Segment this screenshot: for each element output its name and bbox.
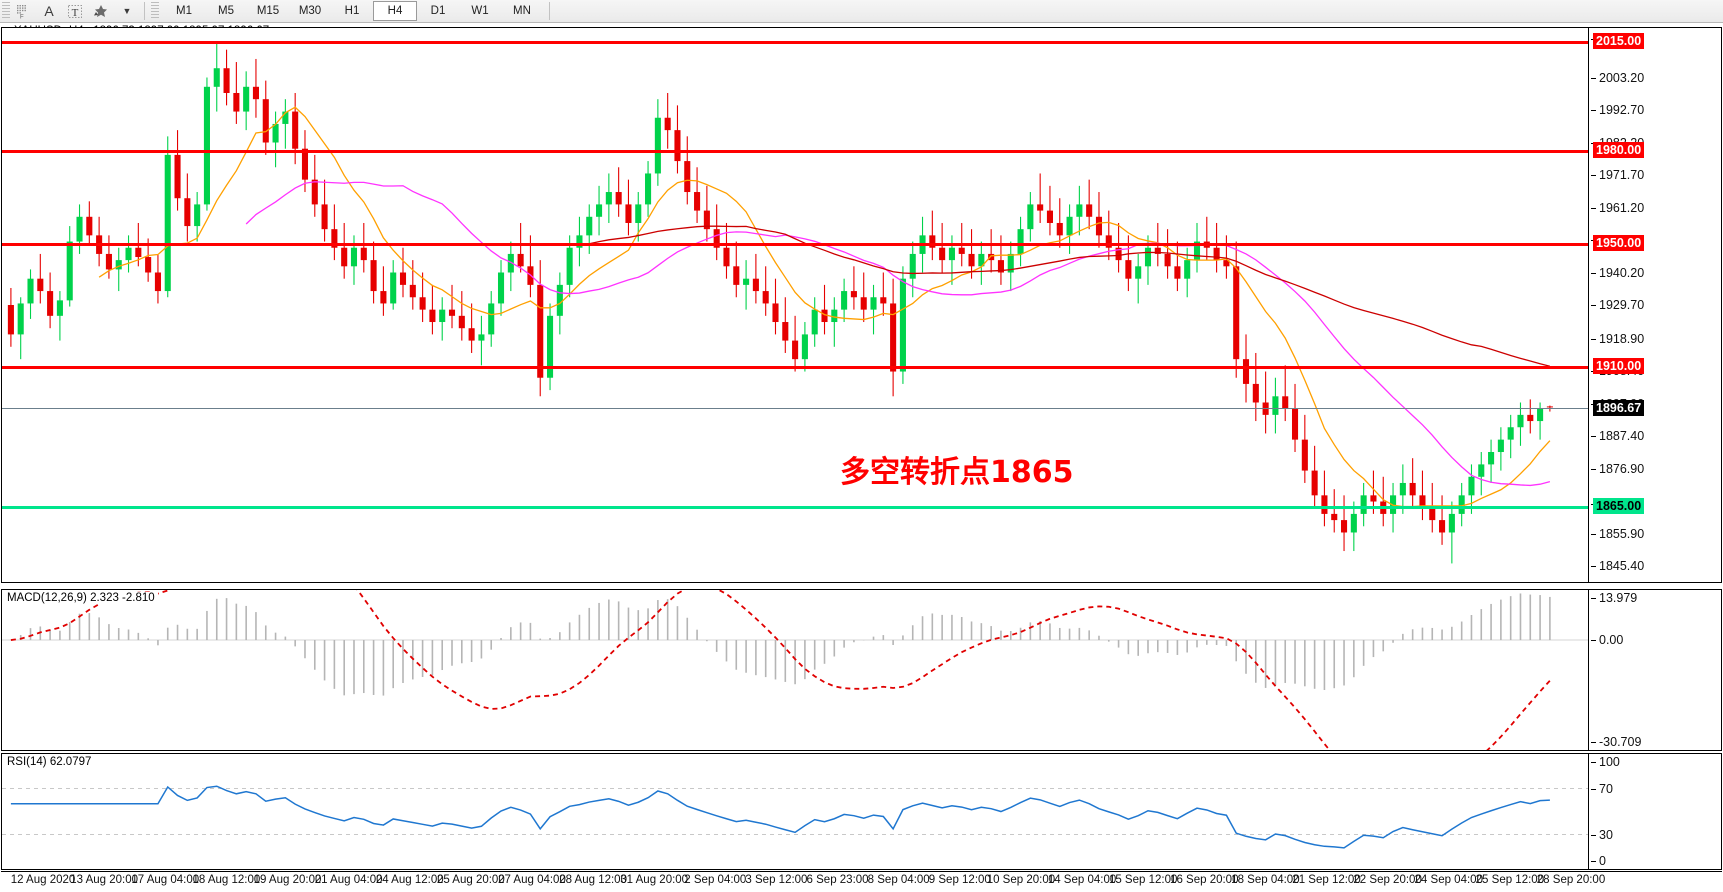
macd-axis[interactable]: 13.979 0.00 -30.709 [1588,590,1721,750]
price-tick: 1876.90 [1591,462,1644,476]
price-tick: 1845.40 [1591,559,1644,573]
time-label: 18 Sep 04:00 [1231,874,1300,886]
macd-tick: 13.979 [1591,591,1637,605]
toolbar-divider-2 [549,2,550,20]
toolbar: F A T ▼ M1 M5 M15 M30 H1 H4 D1 W1 MN [0,0,1723,23]
level-tag-1980.00: 1980.00 [1593,141,1645,158]
rsi-plot-area[interactable] [2,754,1590,869]
level-line-1950.00[interactable] [2,242,1590,246]
grip-handle-icon[interactable] [2,2,10,20]
time-label: 6 Sep 23:00 [806,874,869,886]
rsi-axis[interactable]: 100 70 30 0 [1588,754,1721,869]
time-label: 24 Sep 04:00 [1414,874,1483,886]
time-label: 21 Sep 12:00 [1292,874,1361,886]
time-axis[interactable]: 12 Aug 2020 13 Aug 20:00 17 Aug 04:00 18 Au… [1,871,1722,891]
level-line-1865.00[interactable] [2,505,1590,509]
time-label: 12 Aug 2020 [10,874,76,886]
rsi-tick: 0 [1591,854,1606,868]
price-series-svg [7,43,1553,564]
font-a-icon[interactable]: A [44,3,54,19]
price-tick: 1887.40 [1591,429,1644,443]
timeframe-m30[interactable]: M30 [298,5,322,17]
macd-tick: -30.709 [1591,735,1641,749]
svg-text:T: T [72,7,79,19]
time-label: 28 Sep 20:00 [1536,874,1606,886]
time-label: 22 Sep 20:00 [1353,874,1422,886]
svg-text:F: F [20,14,24,19]
macd-tick: 0.00 [1591,633,1623,647]
time-label: 14 Sep 04:00 [1047,874,1117,886]
timeframe-m5[interactable]: M5 [218,5,234,17]
price-tick: 1929.70 [1591,298,1644,312]
macd-plot-area[interactable] [2,590,1590,750]
timeframe-m1[interactable]: M1 [176,5,192,17]
ma-line-2 [589,225,1551,367]
macd-panel[interactable]: MACD(12,26,9) 2.323 -2.810 13.979 0.00 -30… [1,589,1722,751]
crosshair-f-icon[interactable]: F [10,1,36,21]
time-label: 13 Aug 20:00 [70,874,139,886]
time-label: 24 Aug 12:00 [375,874,444,886]
timeframe-group: M1 M5 M15 M30 H1 H4 D1 W1 MN [163,1,543,21]
time-label: 8 Sep 04:00 [867,874,930,886]
macd-label: MACD(12,26,9) 2.323 -2.810 [7,592,158,604]
toolbar-divider [144,2,145,20]
level-tag-2015.00: 2015.00 [1593,33,1645,50]
time-label: 9 Sep 12:00 [928,874,991,886]
rsi-tick: 100 [1591,755,1620,769]
text-label-icon[interactable]: T [62,1,88,21]
price-axis[interactable]: 2015.702003.201992.701982.201971.701961.… [1588,28,1721,582]
rsi-series-svg [2,785,1590,849]
rsi-tick: 70 [1591,782,1613,796]
macd-series-svg [2,590,1590,750]
timeframe-mn[interactable]: MN [513,5,531,17]
objects-icon[interactable] [88,1,114,21]
price-chart-panel[interactable]: 多空转折点1865 2015.702003.201992.701982.2019… [1,27,1722,583]
level-tag-1910.00: 1910.00 [1593,358,1645,375]
price-tick: 1961.20 [1591,201,1644,215]
price-tick: 1992.70 [1591,103,1644,117]
level-line-1910.00[interactable] [2,366,1590,370]
level-tag-1865.00: 1865.00 [1593,497,1645,514]
price-tick: 1855.90 [1591,527,1644,541]
time-label: 18 Aug 12:00 [192,874,261,886]
ma-line-0 [98,106,1551,508]
rsi-tick: 30 [1591,828,1613,842]
timeframe-h1[interactable]: H1 [344,5,360,17]
timeframe-w1[interactable]: W1 [471,5,489,17]
time-label: 17 Aug 04:00 [131,874,200,886]
time-label: 25 Aug 20:00 [436,874,505,886]
time-label: 15 Sep 12:00 [1108,874,1178,886]
time-label: 28 Aug 12:00 [559,874,627,886]
rsi-panel[interactable]: RSI(14) 62.0797 100 70 30 0 [1,753,1722,870]
annotation-text: 多空转折点1865 [840,455,1074,491]
current-price-tag: 1896.67 [1593,399,1645,416]
timeframe-h4[interactable]: H4 [373,1,417,21]
time-label: 10 Sep 20:00 [986,874,1056,886]
level-line-1980.00[interactable] [2,149,1590,153]
time-label: 3 Sep 12:00 [745,874,808,886]
timeframe-m15[interactable]: M15 [256,5,280,17]
level-line-2015.00[interactable] [2,41,1590,45]
price-tick: 1971.70 [1591,168,1644,182]
price-tick: 1918.90 [1591,332,1644,346]
time-label: 19 Aug 20:00 [253,874,322,886]
chevron-down-icon[interactable]: ▼ [122,6,132,16]
timeframe-d1[interactable]: D1 [430,5,446,17]
level-tag-1950.00: 1950.00 [1593,234,1645,251]
time-label: 25 Sep 12:00 [1475,874,1545,886]
grip-handle-icon-2[interactable] [151,2,159,20]
price-tick: 2003.20 [1591,71,1644,85]
price-tick: 1940.20 [1591,266,1644,280]
time-label: 16 Sep 20:00 [1170,874,1239,886]
time-label: 27 Aug 04:00 [498,874,566,886]
rsi-label: RSI(14) 62.0797 [7,756,95,768]
ma-line-1 [245,181,1551,487]
time-label: 21 Aug 04:00 [314,874,383,886]
time-label: 2 Sep 04:00 [684,874,747,886]
price-plot-area[interactable]: 多空转折点1865 [2,28,1590,582]
current-price-line [2,407,1590,409]
time-label: 31 Aug 20:00 [620,874,689,886]
